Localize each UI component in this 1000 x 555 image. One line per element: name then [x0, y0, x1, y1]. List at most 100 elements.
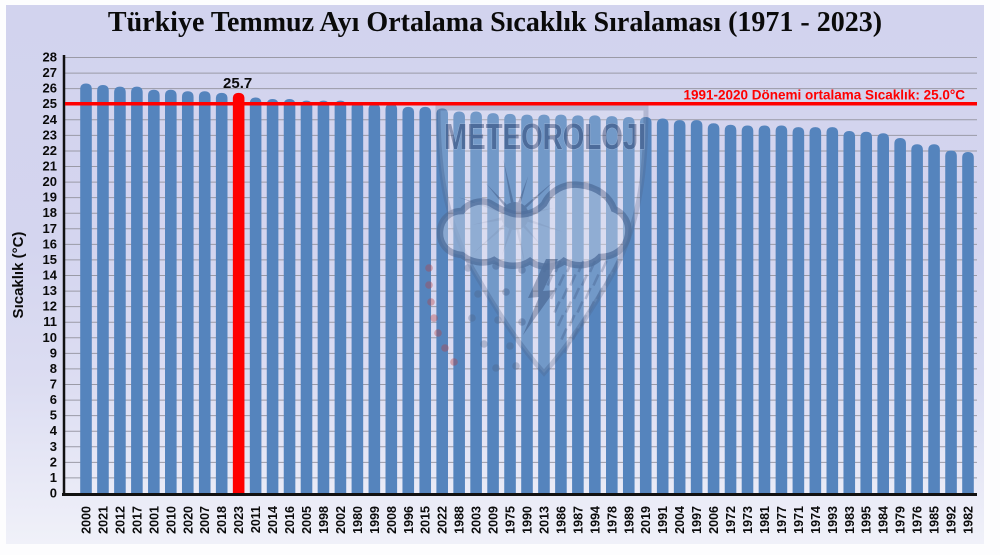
y-tick-label: 17: [43, 221, 57, 236]
bar: [148, 89, 160, 494]
x-tick-label-year: 2008: [385, 506, 399, 534]
x-tick-label-year: 1971: [792, 506, 806, 534]
bar: [334, 100, 347, 493]
x-tick-label-year: 1972: [724, 506, 738, 534]
bar: [114, 86, 126, 494]
bars: [80, 83, 974, 494]
y-tick-label: 26: [43, 81, 57, 96]
bar: [673, 120, 686, 493]
bar: [843, 130, 856, 493]
bar: [758, 125, 771, 493]
bar: [521, 114, 533, 494]
y-tick-label: 20: [43, 174, 57, 189]
bar: [504, 113, 516, 493]
x-tick-label-year: 1982: [962, 506, 976, 534]
bar: [538, 114, 550, 494]
y-tick-label: 11: [43, 314, 57, 329]
bar: [368, 103, 381, 493]
bar: [300, 100, 313, 493]
bar: [809, 127, 822, 494]
bar: [945, 150, 957, 494]
y-tick-labels: 0123456789101112131415161718192021222324…: [43, 50, 58, 501]
y-tick-label: 24: [43, 112, 58, 127]
bar: [775, 125, 788, 493]
x-tick-label-year: 1993: [826, 506, 840, 534]
x-tick-label-year: 2020: [181, 506, 195, 534]
y-tick-label: 6: [50, 392, 57, 407]
highlight-value-label: 25.7: [223, 75, 252, 92]
x-tick-label-year: 1980: [351, 506, 365, 534]
x-tick-label-year: 1992: [945, 506, 959, 534]
chart-figure: Türkiye Temmuz Ayı Ortalama Sıcaklık Sır…: [6, 5, 984, 544]
x-tick-label-year: 2016: [283, 506, 297, 534]
bar: [385, 103, 398, 493]
bar: [741, 125, 754, 493]
x-tick-label-year: 1986: [554, 506, 568, 534]
x-tick-label-year: 1984: [877, 506, 891, 534]
x-tick-label-year: 1994: [588, 506, 602, 534]
bar: [198, 91, 211, 494]
x-tick-label-year: 2013: [537, 506, 551, 534]
bar: [639, 116, 652, 493]
watermark-sun-icon: [458, 159, 563, 269]
x-tick-label-year: 2021: [96, 506, 110, 534]
bar: [690, 120, 703, 493]
x-tick-label-year: 2015: [419, 506, 433, 534]
x-tick-label-year: 1974: [809, 506, 823, 534]
bar: [826, 127, 839, 494]
x-tick-label-year: 2002: [334, 506, 348, 534]
x-tick-label-year: 2003: [470, 506, 484, 534]
watermark-hail-dots: [425, 264, 458, 366]
x-tick-label-year: 2011: [249, 506, 263, 533]
bar: [317, 100, 330, 493]
bar: [656, 118, 669, 493]
y-tick-label: 1: [50, 470, 57, 485]
bar: [622, 116, 635, 493]
y-tick-label: 5: [50, 408, 57, 423]
x-tick-label-year: 1983: [843, 506, 857, 534]
x-tick-label-year: 1996: [402, 506, 416, 534]
bar: [453, 111, 465, 493]
x-tick-label-year: 2007: [198, 506, 212, 534]
x-tick-label-year: 1979: [894, 506, 908, 534]
bar: [80, 83, 92, 493]
watermark-rain-icon: [542, 260, 620, 354]
x-tick-label-year: 2014: [266, 506, 280, 534]
x-tick-label-year: 1989: [622, 506, 636, 534]
bar: [707, 123, 720, 493]
y-tick-label: 0: [50, 486, 57, 501]
x-tick-label-year: 1987: [571, 506, 585, 534]
y-tick-label: 18: [43, 205, 57, 220]
x-tick-label-year: 2010: [164, 506, 178, 534]
y-tick-label: 8: [50, 361, 57, 376]
y-tick-label: 25: [43, 96, 57, 111]
y-tick-label: 9: [50, 345, 57, 360]
meteoroloji-watermark-logo: METEOROLOJI: [425, 105, 649, 377]
bar: [131, 86, 143, 494]
x-tick-labels: 2000 2021 2012 2017 2001 2010 2020 2007 2018 2023…: [80, 506, 976, 534]
bar: [215, 92, 228, 493]
watermark-text: METEOROLOJI: [444, 116, 646, 157]
x-tick-label-year: 2019: [639, 506, 653, 534]
x-tick-label-year: 1973: [741, 506, 755, 534]
y-tick-label: 23: [43, 127, 57, 142]
bar: [572, 115, 584, 493]
y-tick-label: 19: [43, 190, 57, 205]
y-tick-label: 21: [43, 159, 57, 174]
bar: [470, 111, 482, 493]
y-tick-label: 13: [43, 283, 57, 298]
x-tick-label-year: 1999: [368, 506, 382, 534]
axes: [62, 55, 977, 496]
bar: [351, 102, 364, 493]
y-tick-label: 27: [43, 65, 57, 80]
bar: [283, 99, 296, 493]
x-tick-label-year: 1990: [521, 506, 535, 534]
x-tick-label-year: 2018: [215, 506, 229, 534]
bar: [181, 91, 194, 494]
y-tick-label: 15: [43, 252, 57, 267]
chart-title: Türkiye Temmuz Ayı Ortalama Sıcaklık Sır…: [107, 7, 883, 38]
x-tick-label-year: 2001: [147, 506, 161, 534]
x-tick-label-year: 1991: [656, 506, 670, 534]
y-tick-label: 28: [43, 50, 57, 65]
bar: [266, 99, 279, 493]
